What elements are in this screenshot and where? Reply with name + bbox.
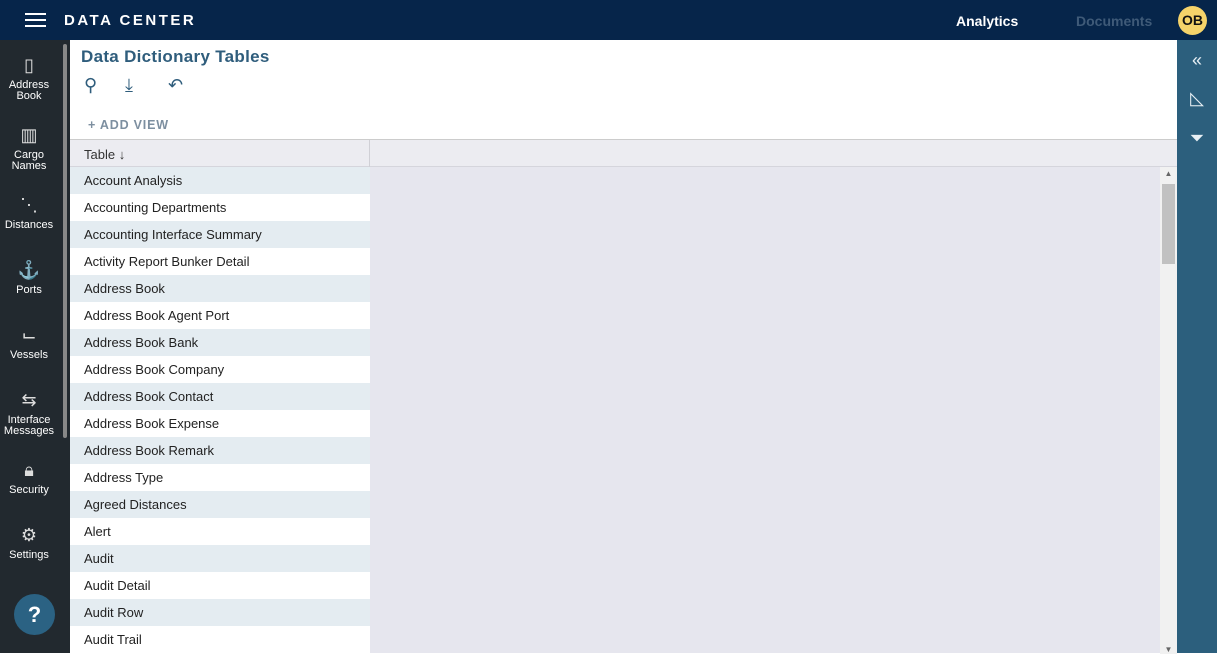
table-row[interactable]: Address Book Contact (70, 383, 370, 410)
sidebar-item-ports[interactable]: ⚓ Ports (0, 259, 58, 296)
add-view-button[interactable]: + ADD VIEW (88, 118, 169, 132)
page-title: Data Dictionary Tables (81, 47, 270, 66)
lock-icon: 🔒︎ (24, 460, 34, 480)
ruler-icon[interactable]: ◺ (1190, 88, 1204, 108)
sidebar-item-vessels[interactable]: ⌙ Vessels (0, 324, 58, 361)
help-button[interactable]: ? (14, 594, 55, 635)
sidebar-item-settings[interactable]: ⚙ Settings (0, 524, 58, 561)
brand: DATA CENTER (64, 12, 197, 29)
table-row[interactable]: Audit Detail (70, 572, 370, 599)
sidebar-item-cargo-names[interactable]: ▥ Cargo Names (0, 124, 58, 172)
table-row[interactable]: Activity Report Bunker Detail (70, 248, 370, 275)
column-header-table[interactable]: Table ↓ (70, 140, 370, 167)
table-row[interactable]: Agreed Distances (70, 491, 370, 518)
table-row[interactable]: Address Book Bank (70, 329, 370, 356)
nav-documents[interactable]: Documents (1076, 13, 1153, 29)
right-panel: « ◺ ⏷ (1177, 40, 1217, 653)
table-row[interactable]: Accounting Departments (70, 194, 370, 221)
search-icon[interactable]: ⚲ (84, 75, 98, 95)
arrows-icon: ⇆ (21, 390, 37, 410)
filter-icon[interactable]: ⏷ (1189, 128, 1205, 148)
address-book-icon: ▯ (24, 55, 34, 75)
reset-icon[interactable]: ↶ (168, 75, 184, 95)
vertical-scrollbar[interactable]: ▲ ▼ (1160, 167, 1177, 654)
anchor-icon: ⚓ (17, 260, 41, 280)
sidebar-item-security[interactable]: 🔒︎ Security (0, 459, 58, 496)
nav-analytics[interactable]: Analytics (956, 13, 1019, 29)
table-row[interactable]: Account Analysis (70, 167, 370, 194)
grid-header: Table ↓ (70, 140, 1177, 167)
table-row[interactable]: Address Book Agent Port (70, 302, 370, 329)
sidebar-item-interface-messages[interactable]: ⇆ Interface Messages (0, 389, 58, 437)
download-icon[interactable]: ⤓ (125, 75, 133, 95)
avatar[interactable]: OB (1178, 6, 1207, 35)
sidebar-item-address-book[interactable]: ▯ Address Book (0, 54, 58, 102)
table-row[interactable]: Alert (70, 518, 370, 545)
sidebar: ▯ Address Book ▥ Cargo Names ⋱ Distances ⚓ P… (0, 40, 70, 653)
menu-icon[interactable] (25, 13, 46, 27)
table-row[interactable]: Audit (70, 545, 370, 572)
table-row[interactable]: Address Book Expense (70, 410, 370, 437)
table-row[interactable]: Address Book Company (70, 356, 370, 383)
table-rows: Account Analysis Accounting Departments Ac… (70, 167, 370, 653)
table-row[interactable]: Accounting Interface Summary (70, 221, 370, 248)
top-bar: DATA CENTER Analytics Documents OB (0, 0, 1217, 40)
data-grid: Table ↓ Account Analysis Accounting Depar… (70, 139, 1177, 654)
table-row[interactable]: Audit Row (70, 599, 370, 626)
vessel-icon: ⌙ (21, 325, 37, 345)
sidebar-item-distances[interactable]: ⋱ Distances (0, 194, 58, 231)
table-row[interactable]: Address Book Remark (70, 437, 370, 464)
cargo-icon: ▥ (20, 125, 38, 145)
table-row[interactable]: Address Book (70, 275, 370, 302)
sort-desc-icon: ↓ (118, 147, 126, 162)
gear-icon: ⚙ (20, 525, 38, 545)
sidebar-scrollbar[interactable] (63, 44, 67, 438)
distances-icon: ⋱ (20, 195, 38, 215)
table-row[interactable]: Audit Trail (70, 626, 370, 653)
collapse-icon[interactable]: « (1191, 50, 1202, 70)
table-row[interactable]: Address Type (70, 464, 370, 491)
